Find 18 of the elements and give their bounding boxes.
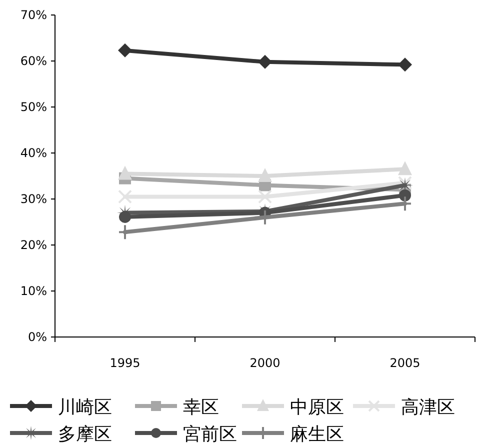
y-tick-label: 20% [20,238,47,252]
legend-label: 幸区 [183,397,219,418]
y-tick-label: 0% [28,330,47,344]
x-tick-label: 1995 [110,356,140,370]
legend-label: 宮前区 [183,424,237,445]
y-tick-label: 60% [20,54,47,68]
y-tick-label: 30% [20,192,47,206]
legend-label: 多摩区 [58,424,112,445]
y-tick-label: 40% [20,146,47,160]
legend-label: 麻生区 [290,424,344,445]
y-tick-label: 10% [20,284,47,298]
y-tick-label: 70% [20,8,47,22]
x-tick-label: 2000 [250,356,280,370]
x-tick-label: 2005 [390,356,420,370]
legend-label: 川崎区 [58,397,112,418]
y-tick-label: 50% [20,100,47,114]
legend-label: 中原区 [290,397,344,418]
legend-label: 高津区 [401,397,455,418]
